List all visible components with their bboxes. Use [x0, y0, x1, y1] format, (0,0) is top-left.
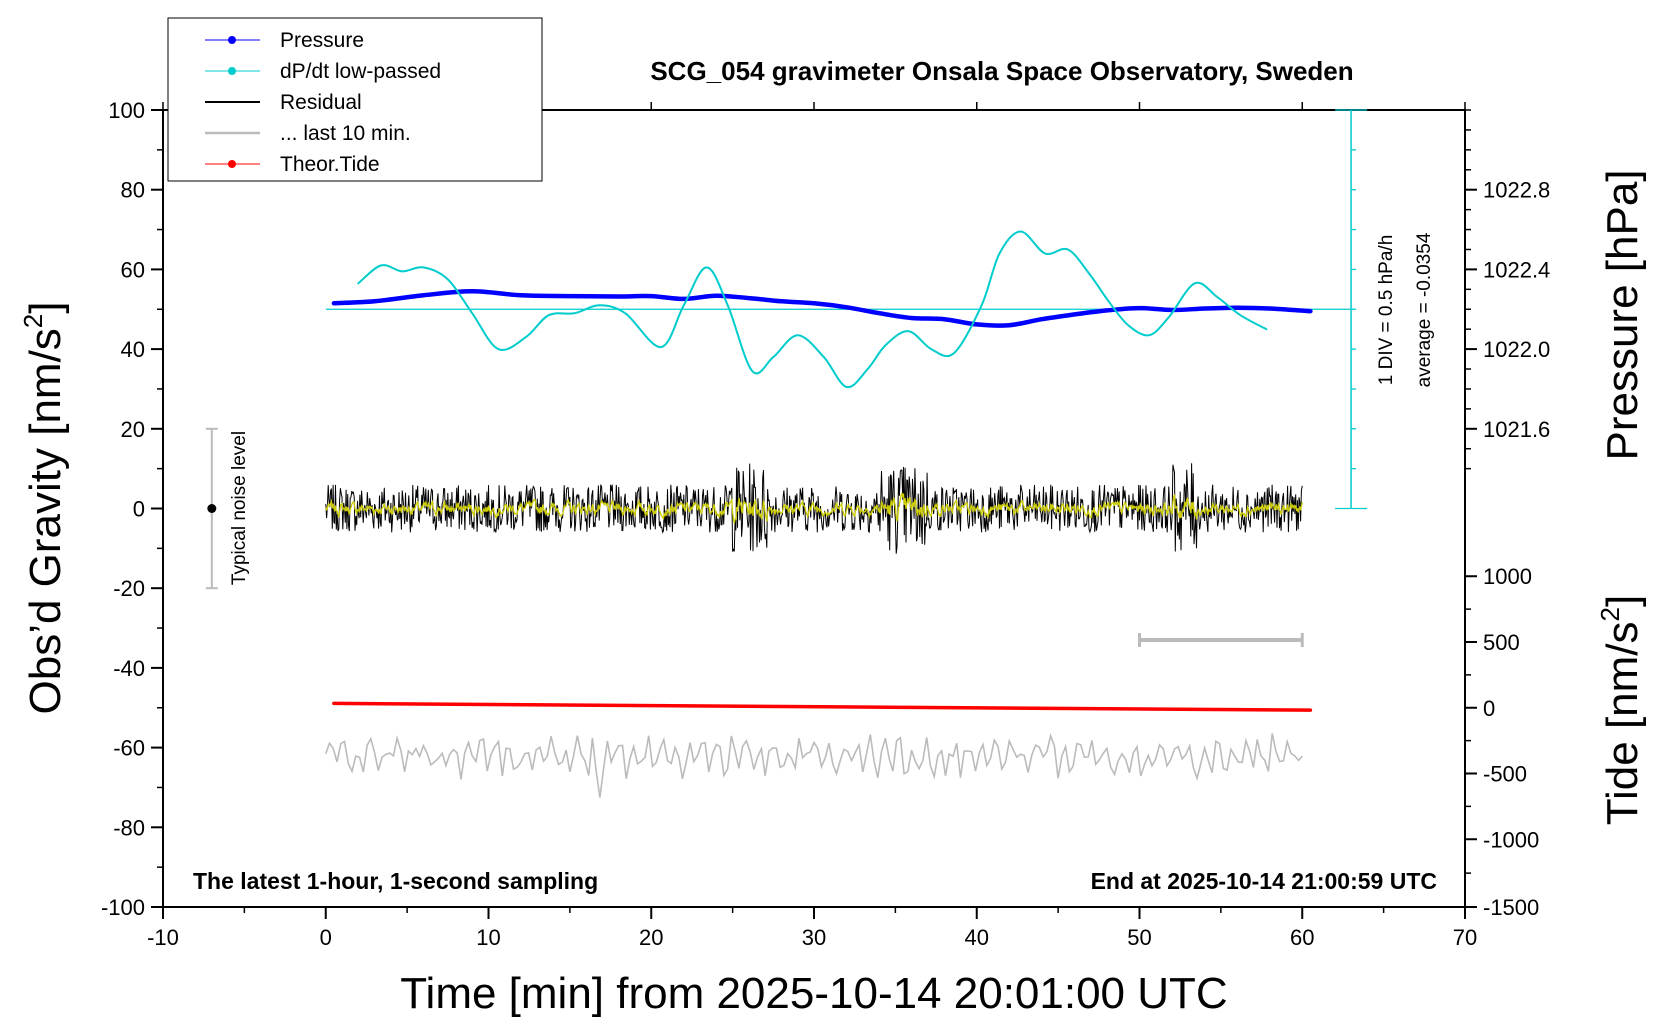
y-tick-label: 100: [108, 98, 145, 123]
x-tick-label: 50: [1127, 925, 1151, 950]
x-tick-label: 60: [1290, 925, 1314, 950]
tide-tick-label: 1000: [1483, 564, 1532, 589]
pressure-tick-label: 1022.0: [1483, 337, 1550, 362]
x-tick-label: 30: [802, 925, 826, 950]
pressure-tick-label: 1022.4: [1483, 257, 1550, 282]
dpdt-line: [357, 230, 1268, 389]
last-10-min-line: [325, 733, 1303, 798]
y-tick-label: -20: [113, 576, 145, 601]
noise-level-label: Typical noise level: [229, 431, 250, 585]
y-axis-title-pressure: Pressure [hPa]: [1598, 169, 1647, 460]
x-tick-label: 70: [1453, 925, 1477, 950]
note-latest-hour: The latest 1-hour, 1-second sampling: [193, 868, 598, 894]
tide-tick-label: 0: [1483, 696, 1495, 721]
y-tick-label: 20: [121, 417, 145, 442]
legend-marker: [228, 160, 236, 168]
y-axis-title-tide: Tide [nm/s2]: [1595, 595, 1647, 825]
y-axis-title-gravity-text: Obs’d Gravity [nm/s: [21, 328, 70, 714]
legend-marker: [228, 67, 236, 75]
y-axis-title-tide-close: ]: [1598, 595, 1647, 607]
tide-tick-label: 500: [1483, 630, 1520, 655]
tide-tick-label: -1000: [1483, 827, 1539, 852]
residual-line: [325, 463, 1303, 554]
y-tick-label: -60: [113, 736, 145, 761]
y-axis-title-tide-sup: 2: [1595, 607, 1625, 621]
x-tick-label: 0: [320, 925, 332, 950]
series-layer: [205, 109, 1368, 798]
x-axis-title: Time [min] from 2025-10-14 20:01:00 UTC: [400, 969, 1227, 1018]
residual-smoothed-line: [325, 492, 1303, 524]
legend-label: ... last 10 min.: [280, 122, 411, 145]
noise-level-dot: [207, 504, 217, 513]
y-tick-label: 40: [121, 337, 145, 362]
y-tick-label: -80: [113, 815, 145, 840]
dpdt-average-label: average = -0.0354: [1414, 232, 1435, 387]
legend-marker: [228, 36, 236, 44]
axis-ticks: -10 0 10 20 30 40 50 60 70100806040200-20-40-60-…: [101, 98, 1550, 950]
tide-tick-label: -500: [1483, 762, 1527, 787]
pressure-tick-label: 1022.8: [1483, 178, 1550, 203]
legend-label: Residual: [280, 91, 362, 114]
y-axis-title-gravity: Obs’d Gravity [nm/s2]: [18, 301, 70, 714]
legend-items: Pressure dP/dt low-passed Residual ... last…: [205, 29, 441, 176]
y-tick-label: 80: [121, 178, 145, 203]
pressure-tick-label: 1021.6: [1483, 417, 1550, 442]
note-end-time: End at 2025-10-14 21:00:59 UTC: [1091, 868, 1437, 894]
y-axis-title-tide-text: Tide [nm/s: [1598, 621, 1647, 825]
x-tick-label: 40: [965, 925, 989, 950]
x-tick-label: 10: [476, 925, 500, 950]
tide-tick-label: -1500: [1483, 895, 1539, 920]
legend-box: [167, 17, 543, 182]
tide-line: [332, 701, 1313, 712]
x-tick-label: -10: [147, 925, 179, 950]
legend-label: Theor.Tide: [280, 153, 380, 176]
dpdt-div-label: 1 DIV = 0.5 hPa/h: [1376, 235, 1397, 386]
x-tick-label: 20: [639, 925, 663, 950]
y-tick-label: -100: [101, 895, 145, 920]
legend-label: Pressure: [280, 29, 364, 52]
y-axis-title-gravity-close: ]: [21, 301, 70, 313]
pressure-line: [331, 289, 1313, 328]
y-axis-title-gravity-sup: 2: [18, 314, 48, 328]
chart-title: SCG_054 gravimeter Onsala Space Observat…: [650, 56, 1353, 86]
y-tick-label: -40: [113, 656, 145, 681]
y-tick-label: 60: [121, 257, 145, 282]
y-tick-label: 0: [133, 497, 145, 522]
legend: Pressure dP/dt low-passed Residual ... last…: [167, 17, 543, 182]
legend-label: dP/dt low-passed: [280, 60, 441, 83]
